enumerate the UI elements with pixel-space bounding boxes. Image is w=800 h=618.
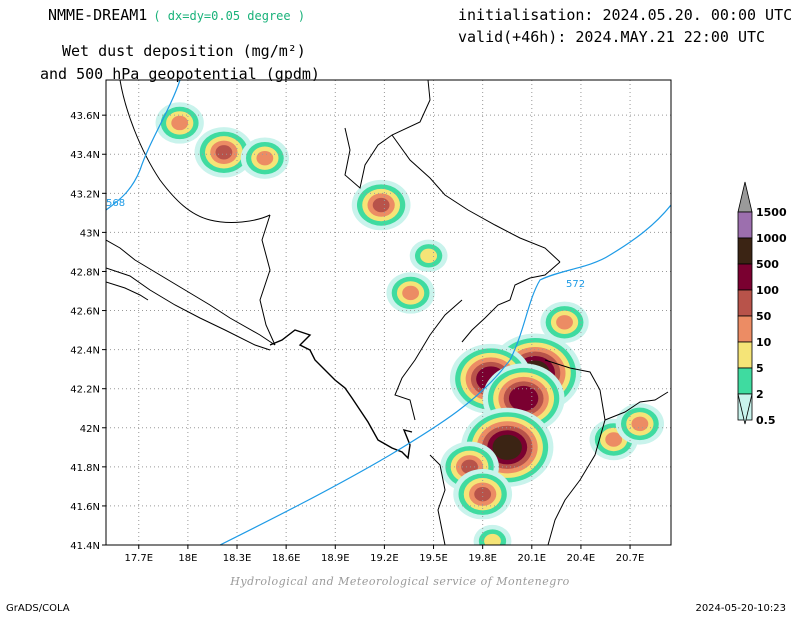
lat-tick-label: 41.8N <box>70 463 100 474</box>
colorbar-label: 0.5 <box>756 414 776 427</box>
colorbar-label: 500 <box>756 258 779 271</box>
map-plot-area: 568 572 <box>106 80 671 545</box>
colorbar-swatch <box>737 237 753 265</box>
dust-contour <box>631 416 649 432</box>
colorbar-swatch <box>737 367 753 395</box>
field-title-line1: Wet dust deposition (mg/m²) <box>62 42 306 60</box>
geopotential-contours <box>106 80 671 545</box>
colorbar-top-arrow <box>737 181 753 213</box>
lat-tick-label: 42N <box>80 424 100 435</box>
colorbar-swatch <box>737 263 753 291</box>
dust-contour <box>215 145 233 160</box>
dust-patch <box>409 239 448 273</box>
coastline <box>269 329 413 460</box>
colorbar-label: 100 <box>756 284 779 297</box>
footer-left: GrADS/COLA <box>6 603 70 614</box>
footer-right: 2024-05-20-10:23 <box>695 603 786 614</box>
colorbar-label: 10 <box>756 336 772 349</box>
colorbar-bottom-arrow <box>737 393 753 425</box>
lat-tick-label: 43N <box>80 228 100 239</box>
dust-contour <box>474 487 492 502</box>
lon-tick-label: 20.7E <box>616 553 645 564</box>
contour-label-572: 572 <box>566 279 585 290</box>
colorbar-swatch <box>737 289 753 317</box>
lon-tick-label: 18.9E <box>321 553 350 564</box>
lon-tick-label: 17.7E <box>124 553 153 564</box>
lat-tick-label: 42.4N <box>70 346 100 357</box>
colorbar-swatch <box>737 211 753 239</box>
colorbar-label: 50 <box>756 310 772 323</box>
dust-contour <box>402 285 420 301</box>
grid-lines <box>106 80 671 545</box>
valid-time: valid(+46h): 2024.MAY.21 22:00 UTC <box>458 28 766 46</box>
lon-tick-label: 19.5E <box>419 553 448 564</box>
dust-contour <box>484 533 501 545</box>
axis-ticks: 17.7E 18E 18.3E 18.6E 18.9E 19.2E 19.5E 19.8E 20… <box>70 111 644 564</box>
dust-patch <box>351 179 411 231</box>
lat-tick-label: 42.8N <box>70 267 100 278</box>
lat-tick-label: 42.2N <box>70 385 100 396</box>
dust-patch <box>240 137 290 179</box>
colorbar-swatch <box>737 341 753 369</box>
dust-patch <box>155 102 204 144</box>
dust-contour <box>256 150 274 166</box>
dust-contour <box>420 248 438 264</box>
colorbar-label: 2 <box>756 388 764 401</box>
dust-patch <box>615 403 665 445</box>
colorbar-label: 1500 <box>756 206 787 219</box>
lat-tick-label: 43.4N <box>70 150 100 161</box>
init-time: initialisation: 2024.05.20. 00:00 UTC <box>458 6 793 24</box>
lat-tick-label: 43.6N <box>70 111 100 122</box>
dust-contour <box>508 385 539 412</box>
lat-tick-label: 41.4N <box>70 541 100 552</box>
lat-tick-label: 42.6N <box>70 307 100 318</box>
lon-tick-label: 20.4E <box>567 553 596 564</box>
contour-label-568: 568 <box>106 198 125 209</box>
colorbar-legend: 1500 1000 500 100 50 10 5 2 0.5 <box>737 181 787 427</box>
dust-contour <box>556 315 573 330</box>
dust-contour <box>605 432 623 447</box>
lon-tick-label: 18E <box>178 553 197 564</box>
dust-contour <box>372 197 390 213</box>
dust-layer <box>155 102 665 545</box>
dust-patch <box>386 272 435 314</box>
dust-patch <box>540 301 589 343</box>
lon-tick-label: 19.8E <box>468 553 497 564</box>
dust-contour <box>492 434 522 460</box>
colorbar-label: 1000 <box>756 232 787 245</box>
lon-tick-label: 18.3E <box>223 553 252 564</box>
lon-tick-label: 18.6E <box>272 553 301 564</box>
model-name: NMME-DREAM1 <box>48 6 148 24</box>
credit-text: Hydrological and Meteorological service … <box>230 575 570 588</box>
colorbar-swatch <box>737 315 753 343</box>
dust-contour <box>171 115 189 131</box>
dust-patch <box>473 524 512 545</box>
borders <box>106 80 669 545</box>
field-title-line2: and 500 hPa geopotential (gpdm) <box>40 65 320 83</box>
colorbar-label: 5 <box>756 362 764 375</box>
resolution-label: ( dx=dy=0.05 degree ) <box>153 9 306 23</box>
dust-patch <box>453 469 513 520</box>
plot-frame <box>105 79 672 546</box>
lon-tick-label: 19.2E <box>370 553 399 564</box>
title-block: NMME-DREAM1 ( dx=dy=0.05 degree ) <box>48 6 305 24</box>
lat-tick-label: 41.6N <box>70 502 100 513</box>
lat-tick-label: 43.2N <box>70 189 100 200</box>
dust-patch <box>194 127 254 178</box>
lon-tick-label: 20.1E <box>518 553 547 564</box>
